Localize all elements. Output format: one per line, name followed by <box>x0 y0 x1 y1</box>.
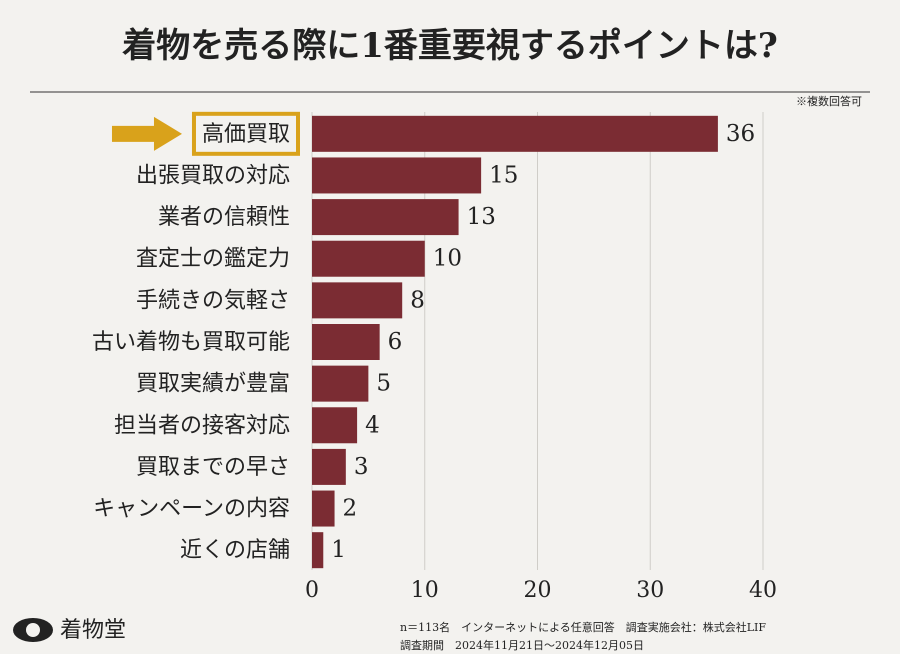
y-tick-label: 業者の信頼性 <box>158 205 290 230</box>
value-label: 36 <box>726 121 755 147</box>
highlight-box <box>191 111 300 156</box>
bar <box>312 282 403 319</box>
value-label: 3 <box>354 454 369 480</box>
y-tick-label: 買取実績が豊富 <box>136 372 290 397</box>
value-label: 6 <box>388 329 403 355</box>
bar <box>312 407 358 444</box>
logo-flower <box>26 623 40 637</box>
bar <box>312 490 335 527</box>
bar <box>312 365 369 402</box>
value-label: 8 <box>410 287 425 313</box>
chart-title: 着物を売る際に1番重要視するポイントは? <box>121 26 778 66</box>
y-tick-label: 出張買取の対応 <box>136 163 290 188</box>
note: ※複数回答可 <box>796 94 862 108</box>
logo: 着物堂 <box>13 618 126 643</box>
x-tick-label: 0 <box>305 578 319 603</box>
survey-note: n＝113名 インターネットによる任意回答 調査実施会社：株式会社LIF <box>400 620 766 634</box>
value-label: 5 <box>376 371 391 397</box>
bar <box>312 532 324 569</box>
bar <box>312 157 482 194</box>
bar <box>312 115 718 152</box>
bar <box>312 240 425 277</box>
bar <box>312 199 459 236</box>
x-tick-label: 10 <box>411 578 439 603</box>
y-tick-label: 手続きの気軽さ <box>136 288 290 313</box>
highlight-arrow <box>111 116 182 151</box>
bar <box>312 448 346 485</box>
value-label: 10 <box>433 246 462 272</box>
survey-period: 調査期間 2024年11月21日～2024年12月05日 <box>400 638 644 652</box>
value-label: 15 <box>489 162 518 188</box>
x-tick-label: 30 <box>636 578 664 603</box>
value-label: 2 <box>343 496 358 522</box>
y-tick-label: 担当者の接客対応 <box>114 413 290 438</box>
y-tick-label: 高価買取 <box>202 122 290 147</box>
y-tick-label: キャンペーンの内容 <box>93 497 290 522</box>
value-label: 1 <box>331 537 346 563</box>
y-tick-label: 近くの店舗 <box>180 538 290 563</box>
value-label: 13 <box>467 204 496 230</box>
y-tick-label: 査定士の鑑定力 <box>136 247 290 272</box>
x-tick-label: 40 <box>749 578 777 603</box>
y-tick-label: 古い着物も買取可能 <box>92 330 290 355</box>
x-tick-label: 20 <box>524 578 552 603</box>
y-tick-label: 買取までの早さ <box>136 455 290 480</box>
logo-text: 着物堂 <box>60 618 126 643</box>
bar <box>312 324 380 360</box>
value-label: 4 <box>365 412 380 438</box>
